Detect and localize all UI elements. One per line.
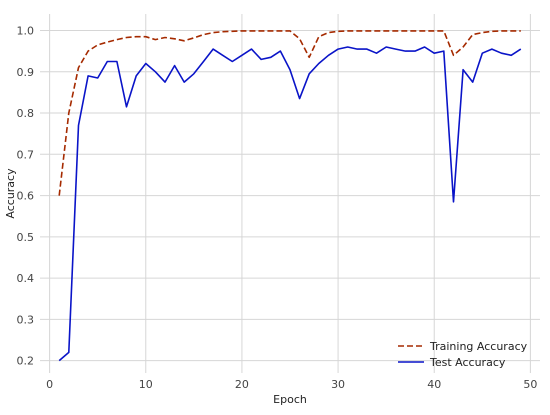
- y-tick-label: 0.6: [17, 190, 35, 203]
- y-tick-label: 0.5: [17, 231, 35, 244]
- y-tick-label: 0.2: [17, 355, 35, 368]
- test-accuracy-line: [58, 46, 522, 362]
- x-tick-label: 30: [331, 378, 345, 391]
- y-axis-label: Accuracy: [4, 168, 17, 219]
- grid: [40, 14, 540, 373]
- legend-label-training: Training Accuracy: [429, 340, 528, 353]
- x-tick-label: 0: [46, 378, 53, 391]
- legend-label-test: Test Accuracy: [429, 356, 506, 369]
- y-tick-label: 0.4: [17, 272, 35, 285]
- x-tick-label: 50: [523, 378, 537, 391]
- y-tick-label: 0.8: [17, 107, 35, 120]
- x-tick-label: 40: [427, 378, 441, 391]
- tick-labels: 0.2 0.3 0.4 0.5 0.6 0.7 0.8 0.9 1.0 0 10 20 30 40 50: [17, 25, 538, 391]
- y-tick-label: 0.7: [17, 148, 35, 161]
- y-tick-label: 1.0: [17, 25, 35, 38]
- legend: Training Accuracy Test Accuracy: [398, 340, 528, 369]
- series-lines: [58, 30, 522, 362]
- x-tick-label: 10: [139, 378, 153, 391]
- training-accuracy-line: [58, 30, 521, 196]
- y-tick-label: 0.3: [17, 313, 35, 326]
- x-axis-label: Epoch: [273, 393, 307, 406]
- x-tick-label: 20: [235, 378, 249, 391]
- y-tick-label: 0.9: [17, 66, 35, 79]
